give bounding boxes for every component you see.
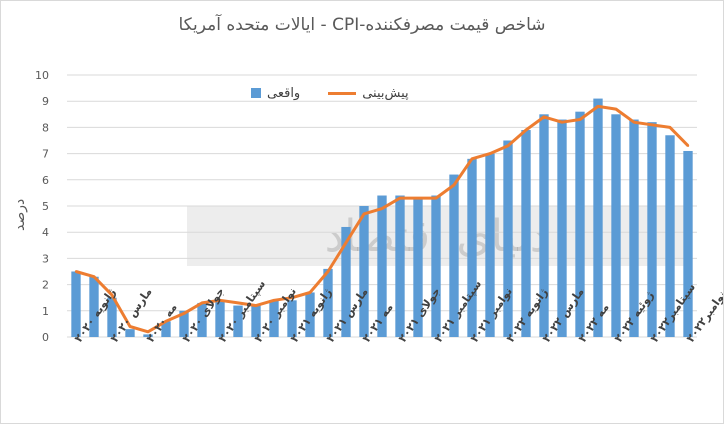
forecast-point-20 xyxy=(434,196,438,200)
bar-28 xyxy=(575,111,585,338)
x-tick-label: مه ۲۰۲۰ xyxy=(144,301,180,345)
forecast-point-21 xyxy=(452,183,456,187)
forecast-point-14 xyxy=(326,270,330,273)
forecast-point-11 xyxy=(272,299,276,302)
forecast-point-25 xyxy=(524,128,528,132)
forecast-point-3 xyxy=(128,325,132,328)
bar-27 xyxy=(557,119,567,337)
forecast-point-15 xyxy=(344,241,348,244)
y-tick-label: 5 xyxy=(42,200,49,213)
bar-22 xyxy=(467,158,477,337)
y-tick-label: 0 xyxy=(42,331,49,344)
bar-24 xyxy=(503,140,513,337)
forecast-point-0 xyxy=(74,270,78,273)
bar-34 xyxy=(683,150,693,337)
forecast-point-23 xyxy=(488,152,492,155)
forecast-point-33 xyxy=(668,126,672,129)
bar-7 xyxy=(197,302,207,337)
forecast-point-12 xyxy=(290,296,294,299)
bar-18 xyxy=(395,195,405,337)
forecast-point-2 xyxy=(110,293,114,297)
forecast-point-22 xyxy=(470,157,474,161)
bar-23 xyxy=(485,153,495,337)
bar-5 xyxy=(161,321,171,337)
y-tick-label: 9 xyxy=(42,95,49,108)
forecast-point-34 xyxy=(686,144,690,147)
bar-32 xyxy=(647,122,657,337)
bar-20 xyxy=(431,195,441,337)
forecast-point-31 xyxy=(632,120,636,124)
forecast-point-29 xyxy=(596,105,600,108)
bar-3 xyxy=(125,329,135,337)
bar-25 xyxy=(521,130,531,337)
bar-6 xyxy=(179,310,189,337)
legend-item-line: پیش‌بینی xyxy=(328,85,409,101)
bar-11 xyxy=(269,300,279,337)
forecast-point-26 xyxy=(542,115,546,119)
bar-30 xyxy=(611,114,621,337)
bar-16 xyxy=(359,206,369,337)
forecast-point-9 xyxy=(236,301,240,305)
bar-26 xyxy=(539,114,549,337)
bar-4 xyxy=(143,334,153,337)
forecast-point-13 xyxy=(308,291,312,294)
forecast-point-10 xyxy=(254,304,258,307)
chart-title: شاخص قیمت مصرفکننده-CPI - ایالات متحده آ… xyxy=(178,15,546,35)
bar-13 xyxy=(305,292,315,337)
bar-0 xyxy=(71,271,81,337)
forecast-point-30 xyxy=(614,107,618,111)
forecast-point-1 xyxy=(92,275,96,278)
y-tick-label: 8 xyxy=(42,121,49,134)
bar-33 xyxy=(665,135,675,337)
bar-15 xyxy=(341,226,351,337)
legend-line-swatch xyxy=(328,91,357,95)
forecast-point-27 xyxy=(560,120,564,124)
bar-8 xyxy=(215,300,225,337)
forecast-point-6 xyxy=(182,312,186,315)
y-tick-label: 10 xyxy=(35,69,49,82)
bar-29 xyxy=(593,98,603,337)
bar-31 xyxy=(629,119,639,337)
bar-21 xyxy=(449,174,459,337)
forecast-point-19 xyxy=(416,196,420,200)
forecast-point-16 xyxy=(362,212,366,216)
bar-2 xyxy=(107,297,117,337)
forecast-point-5 xyxy=(164,320,168,323)
bar-9 xyxy=(233,305,243,337)
forecast-point-32 xyxy=(650,123,654,126)
legend: واقعی پیش‌بینی xyxy=(251,83,437,103)
bar-17 xyxy=(377,195,387,337)
legend-bars-label: واقعی xyxy=(267,85,301,101)
y-tick-label: 2 xyxy=(42,279,49,292)
legend-bar-swatch xyxy=(251,88,261,98)
y-tick-label: 3 xyxy=(42,252,49,265)
forecast-point-18 xyxy=(398,196,402,200)
bar-1 xyxy=(89,276,99,337)
bar-10 xyxy=(251,305,261,337)
bar-12 xyxy=(287,300,297,337)
y-tick-label: 6 xyxy=(42,174,49,187)
forecast-point-4 xyxy=(146,330,150,333)
forecast-point-17 xyxy=(380,207,384,210)
bar-14 xyxy=(323,268,333,337)
y-tick-label: 1 xyxy=(42,305,49,318)
y-tick-label: 7 xyxy=(42,148,49,161)
legend-item-bars: واقعی xyxy=(251,86,300,101)
forecast-point-8 xyxy=(218,299,222,302)
forecast-point-7 xyxy=(200,301,204,305)
legend-line-label: پیش‌بینی xyxy=(362,85,409,101)
bar-19 xyxy=(413,198,423,337)
forecast-point-24 xyxy=(506,144,510,147)
y-tick-label: 4 xyxy=(42,226,49,239)
forecast-point-28 xyxy=(578,118,582,121)
